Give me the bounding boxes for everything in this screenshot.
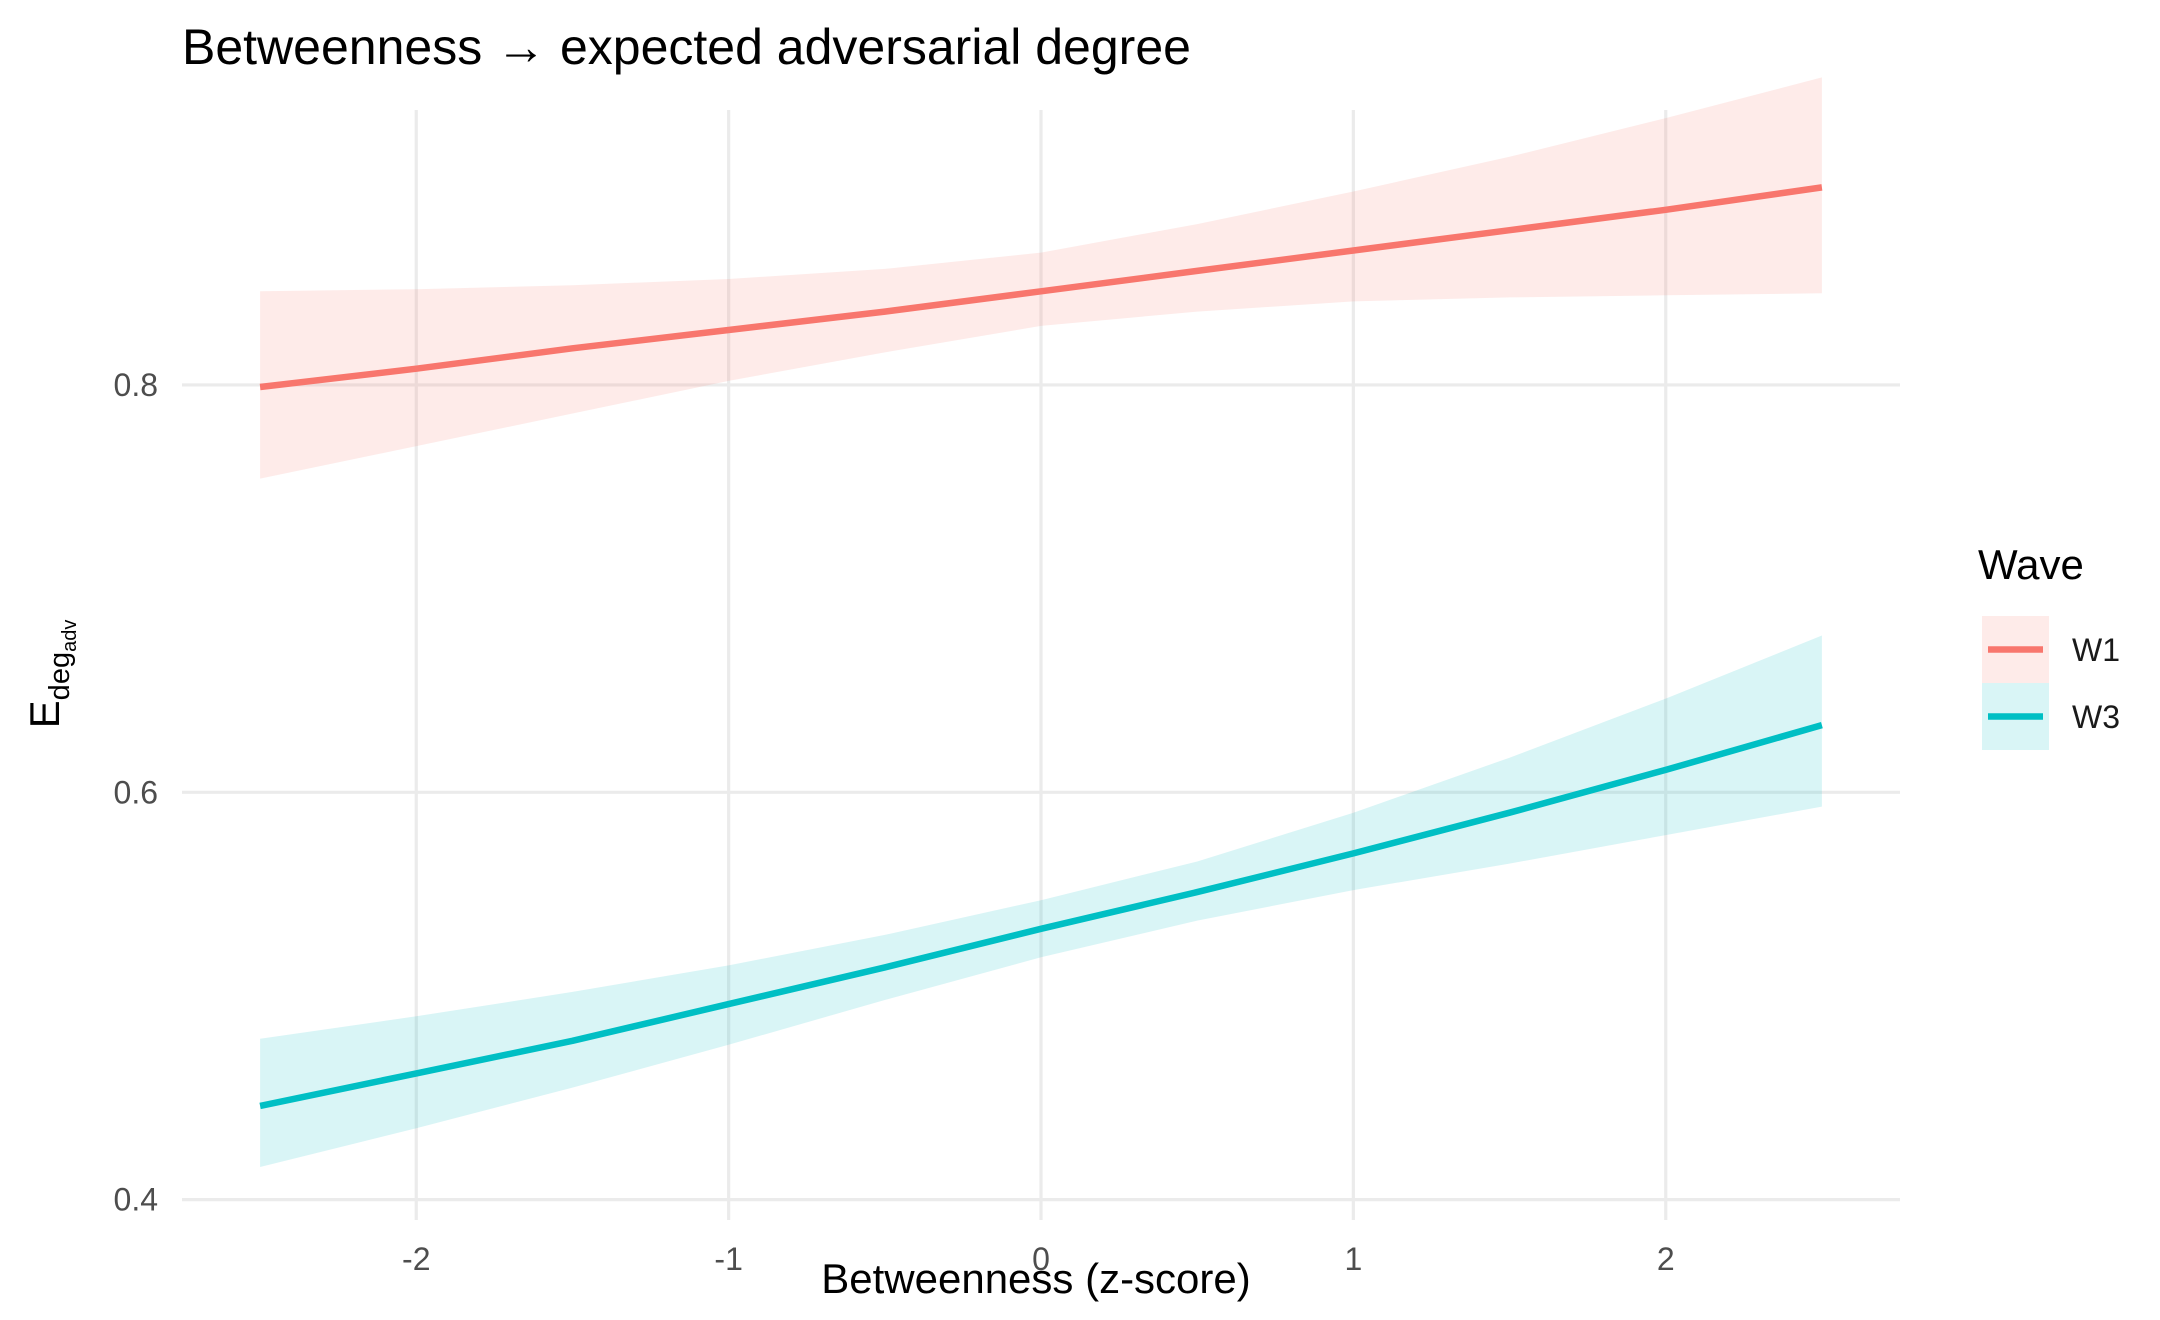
y-axis-title-main: E (21, 700, 68, 728)
chart-title: Betweenness → expected adversarial degre… (182, 19, 1191, 75)
x-tick-label: -2 (402, 1241, 430, 1277)
legend-label: W3 (2072, 699, 2120, 735)
x-axis-title: Betweenness (z-score) (821, 1255, 1251, 1302)
x-tick-label: 1 (1344, 1241, 1362, 1277)
ribbon-w3 (260, 635, 1822, 1167)
x-tick-label: 2 (1657, 1241, 1675, 1277)
x-tick-label: 0 (1032, 1241, 1050, 1277)
svg-text:Edegadv: Edegadv (21, 620, 81, 729)
y-axis-title-sub: deg (44, 652, 76, 700)
y-tick-label: 0.8 (114, 367, 158, 403)
legend-label: W1 (2072, 632, 2120, 668)
x-tick-label: -1 (714, 1241, 742, 1277)
ribbon-w1 (260, 77, 1822, 479)
ribbon-layer (260, 77, 1822, 1167)
y-tick-label: 0.4 (114, 1182, 158, 1218)
legend-title: Wave (1978, 541, 2084, 588)
line-layer (259, 184, 1823, 1110)
legend: Wave W1 W3 (1978, 541, 2120, 750)
series-line-w1 (259, 184, 1823, 391)
legend-key-w3: W3 (1982, 683, 2120, 750)
y-axis-title-subsub: adv (59, 620, 81, 652)
grid-layer (182, 110, 1900, 1220)
y-tick-label: 0.6 (114, 774, 158, 810)
series-line-w3 (259, 721, 1823, 1110)
legend-key-w1: W1 (1982, 616, 2120, 683)
y-axis-title: Edegadv (21, 620, 81, 729)
tick-layer: -2 -1 0 1 2 0.4 0.6 0.8 (114, 367, 1675, 1277)
